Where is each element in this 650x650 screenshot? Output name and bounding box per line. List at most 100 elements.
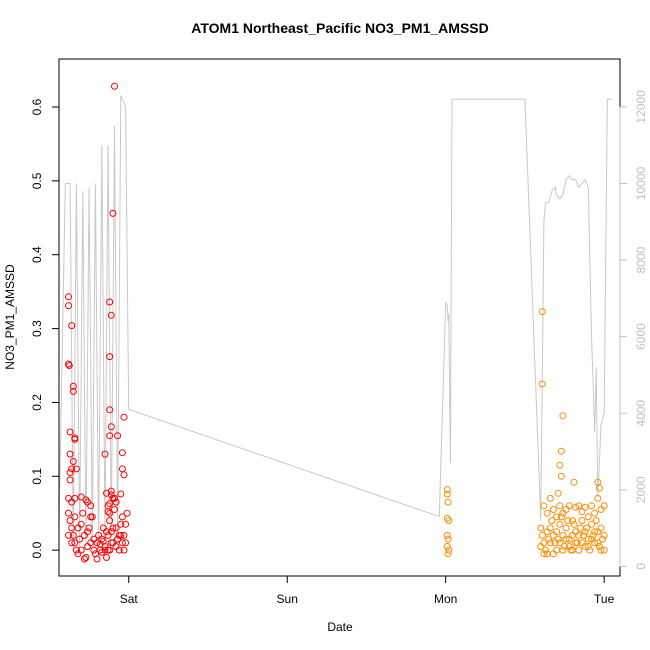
data-point-series-2 bbox=[546, 539, 554, 547]
data-point-series-1 bbox=[72, 465, 80, 473]
data-point-series-1 bbox=[71, 435, 79, 443]
data-point-series-2 bbox=[444, 550, 452, 558]
data-point-series-1 bbox=[107, 528, 115, 536]
data-point-series-1 bbox=[66, 428, 74, 436]
y2-tick-label: 10000 bbox=[634, 166, 648, 200]
data-point-series-1 bbox=[118, 539, 126, 547]
data-point-series-1 bbox=[111, 494, 118, 502]
data-point-series-2 bbox=[569, 517, 576, 525]
data-point-series-1 bbox=[109, 524, 117, 532]
data-point-series-2 bbox=[538, 380, 546, 388]
data-point-series-1 bbox=[106, 353, 114, 361]
y-axis-label: NO3_PM1_AMSSD bbox=[3, 264, 17, 370]
data-point-series-2 bbox=[562, 506, 570, 513]
y-tick-label: 0.5 bbox=[30, 172, 44, 189]
data-point-series-1 bbox=[117, 490, 125, 498]
data-point-series-1 bbox=[118, 513, 126, 521]
data-point-series-1 bbox=[69, 387, 77, 395]
data-point-series-1 bbox=[106, 432, 114, 440]
data-point-series-2 bbox=[444, 498, 452, 506]
data-point-series-2 bbox=[595, 543, 603, 550]
data-point-series-1 bbox=[98, 548, 106, 556]
data-point-series-2 bbox=[549, 506, 557, 513]
data-point-series-1 bbox=[69, 458, 77, 465]
data-point-series-1 bbox=[106, 500, 114, 508]
data-point-series-2 bbox=[443, 543, 451, 550]
data-point-series-1 bbox=[65, 531, 72, 539]
data-point-series-1 bbox=[123, 509, 131, 517]
data-point-series-1 bbox=[71, 513, 79, 521]
data-point-series-2 bbox=[597, 524, 605, 532]
data-point-series-2 bbox=[557, 513, 565, 521]
data-point-series-1 bbox=[103, 528, 110, 536]
data-point-series-2 bbox=[443, 490, 451, 498]
data-point-series-2 bbox=[559, 531, 567, 539]
data-point-series-1 bbox=[93, 555, 101, 563]
data-point-series-2 bbox=[543, 509, 551, 517]
data-point-series-2 bbox=[542, 546, 549, 554]
data-point-series-1 bbox=[107, 539, 115, 547]
chart-title: ATOM1 Northeast_Pacific NO3_PM1_AMSSD bbox=[191, 20, 488, 36]
data-point-series-1 bbox=[120, 413, 128, 421]
data-point-series-1 bbox=[66, 450, 74, 458]
data-point-series-2 bbox=[557, 447, 565, 455]
data-point-series-2 bbox=[591, 528, 599, 536]
data-point-series-1 bbox=[99, 537, 107, 545]
points-layer bbox=[65, 82, 608, 563]
data-point-series-2 bbox=[595, 484, 603, 492]
data-point-series-1 bbox=[112, 543, 120, 550]
data-point-series-2 bbox=[570, 478, 578, 486]
data-point-series-1 bbox=[66, 469, 74, 477]
data-point-series-2 bbox=[445, 546, 453, 554]
data-point-series-2 bbox=[578, 539, 586, 547]
data-point-series-1 bbox=[107, 423, 115, 431]
data-point-series-1 bbox=[120, 546, 128, 554]
data-point-series-1 bbox=[79, 509, 87, 517]
data-point-series-2 bbox=[564, 517, 572, 525]
y-tick-label: 0.0 bbox=[30, 541, 44, 558]
data-point-series-2 bbox=[445, 517, 453, 525]
data-point-series-2 bbox=[444, 535, 452, 543]
data-point-series-1 bbox=[112, 498, 120, 506]
data-point-series-1 bbox=[109, 209, 117, 217]
data-point-series-1 bbox=[76, 535, 84, 543]
y-tick-label: 0.2 bbox=[30, 394, 44, 411]
data-point-series-2 bbox=[565, 502, 573, 510]
data-point-series-2 bbox=[553, 546, 561, 554]
data-point-series-2 bbox=[581, 528, 589, 536]
y2-axis: 0 2000 4000 6000 8000 10000 12000 bbox=[619, 90, 648, 570]
data-point-series-1 bbox=[90, 546, 98, 554]
data-point-series-2 bbox=[559, 546, 567, 554]
data-point-series-2 bbox=[575, 531, 583, 539]
data-point-series-2 bbox=[584, 535, 592, 543]
data-point-series-2 bbox=[600, 502, 608, 510]
data-point-series-1 bbox=[68, 322, 76, 330]
data-point-series-2 bbox=[543, 528, 551, 536]
data-point-series-1 bbox=[66, 476, 74, 484]
data-point-series-2 bbox=[584, 543, 592, 550]
data-point-series-1 bbox=[106, 298, 114, 306]
y2-tick-label: 4000 bbox=[634, 400, 648, 427]
data-point-series-2 bbox=[546, 494, 554, 502]
data-point-series-2 bbox=[537, 543, 545, 550]
data-point-series-2 bbox=[557, 472, 565, 480]
y2-tick-label: 2000 bbox=[634, 476, 648, 503]
data-point-series-1 bbox=[104, 531, 112, 539]
x-tick-label: Mon bbox=[434, 592, 457, 606]
data-point-series-2 bbox=[540, 550, 548, 558]
y2-tick-label: 8000 bbox=[634, 246, 648, 273]
data-point-series-1 bbox=[65, 362, 73, 369]
data-point-series-2 bbox=[584, 513, 592, 521]
data-point-series-2 bbox=[554, 489, 562, 497]
altitude-line bbox=[58, 95, 613, 552]
data-point-series-2 bbox=[588, 502, 595, 510]
data-point-series-1 bbox=[77, 546, 85, 554]
data-point-series-2 bbox=[575, 546, 583, 554]
data-point-series-1 bbox=[66, 517, 74, 525]
data-point-series-2 bbox=[537, 524, 545, 532]
data-point-series-1 bbox=[107, 311, 115, 319]
data-point-series-1 bbox=[106, 509, 114, 517]
data-point-series-1 bbox=[65, 494, 72, 502]
data-point-series-2 bbox=[562, 535, 570, 543]
